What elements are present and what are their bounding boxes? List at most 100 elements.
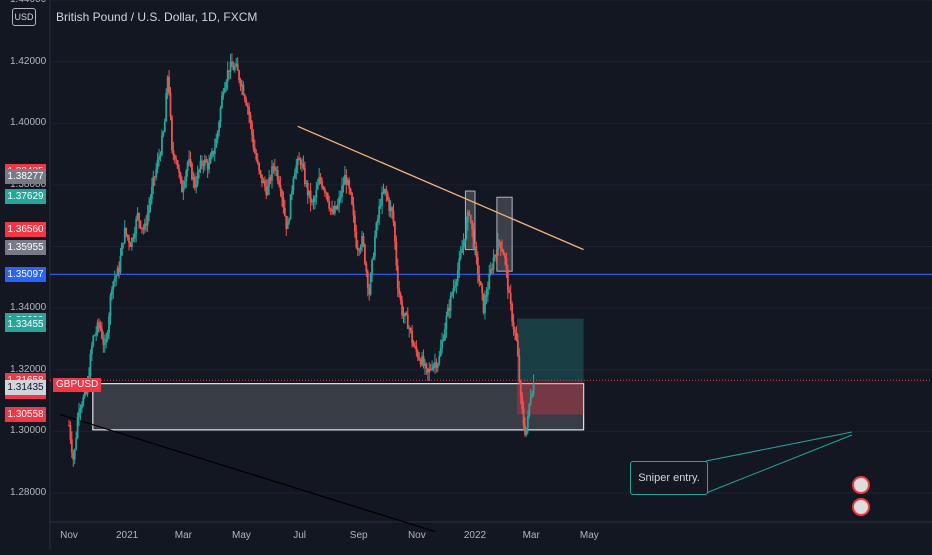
candle-body (436, 364, 439, 368)
candle-body (236, 63, 239, 71)
candle-body (203, 159, 206, 166)
candle-body (311, 200, 313, 203)
candle-body (441, 340, 443, 349)
candle-body (263, 180, 266, 187)
candle-body (298, 158, 301, 161)
callout-pointer-1 (705, 431, 853, 462)
candle-body (243, 94, 246, 100)
candle-body (95, 332, 98, 336)
candle-body (469, 214, 472, 221)
candle-body (326, 193, 329, 202)
candle-body (198, 169, 200, 173)
candle-body (516, 340, 519, 356)
price-label: 1.33455 (5, 317, 46, 333)
candle-body (142, 228, 145, 230)
candle-body (305, 182, 308, 185)
candle-body (391, 207, 393, 212)
candle-body (253, 147, 256, 154)
candle-body (332, 211, 335, 214)
candle-body (245, 99, 248, 106)
candle-body (126, 234, 129, 238)
candle-body (392, 211, 395, 223)
candle-body (202, 163, 205, 166)
candle-body (255, 153, 258, 160)
candle-body (161, 135, 163, 155)
candle-body (414, 346, 416, 348)
candle-body (235, 63, 238, 67)
candle-body (475, 246, 478, 257)
candle-body (512, 321, 515, 330)
candle-body (228, 70, 231, 72)
candle-body (225, 82, 228, 88)
candle-body (130, 237, 133, 248)
candle-body (318, 177, 321, 185)
candle-body (69, 425, 72, 440)
candle-body (494, 254, 496, 258)
candle-body (213, 147, 216, 154)
candle-body (415, 346, 418, 352)
candle-body (296, 158, 299, 166)
candle-body (189, 158, 192, 164)
candle-body (376, 218, 379, 223)
y-tick-label: 1.28000 (10, 487, 47, 499)
candle-body (346, 179, 349, 185)
candle-body (70, 439, 73, 453)
candle-body (146, 213, 149, 226)
lower-trendline (59, 413, 436, 533)
candle-body (323, 188, 326, 193)
candle-body (356, 247, 359, 251)
candle-body (349, 188, 352, 194)
y-tick-label: 1.44000 (10, 0, 46, 5)
candle-body (272, 166, 275, 168)
candle-body (531, 394, 534, 397)
us-flag-icon[interactable] (852, 498, 870, 516)
candle-body (112, 281, 115, 290)
candle-body (412, 342, 415, 347)
candle-body (158, 156, 160, 160)
candle-body (181, 179, 183, 193)
candle-body (156, 159, 159, 169)
candle-body (299, 160, 302, 165)
candle-body (454, 285, 456, 288)
candle-body (80, 405, 83, 409)
candle-body (185, 170, 188, 182)
candle-body (221, 95, 223, 108)
candle-body (82, 396, 85, 406)
candle-body (205, 159, 208, 163)
candle-body (215, 138, 218, 148)
candle-body (302, 163, 305, 168)
candle-body (366, 271, 369, 288)
candle-body (522, 408, 525, 426)
candle-body (179, 172, 182, 180)
candle-body (159, 154, 162, 157)
candle-body (239, 80, 242, 87)
currency-unit-badge[interactable]: USD (12, 8, 36, 26)
candle-body (206, 162, 209, 170)
candle-body (368, 287, 371, 295)
candle-body (269, 177, 272, 181)
candle-body (123, 227, 126, 243)
candle-body (402, 315, 405, 317)
candle-body (488, 273, 491, 289)
candle-body (455, 281, 458, 286)
candle-body (85, 390, 88, 394)
price-label: 1.31435 (5, 379, 46, 395)
candle-body (416, 351, 419, 358)
candle-body (505, 257, 508, 270)
candle-body (232, 66, 235, 71)
candle-body (382, 192, 385, 194)
sniper-entry-callout[interactable]: Sniper entry. (630, 461, 708, 495)
y-tick-label: 1.34000 (10, 302, 47, 314)
candle-body (242, 84, 245, 95)
candle-body (231, 61, 233, 67)
uk-flag-icon[interactable] (852, 476, 870, 494)
candle-body (148, 205, 150, 214)
candle-body (471, 220, 474, 230)
candle-body (345, 175, 348, 185)
candle-body (489, 268, 492, 274)
candle-body (518, 355, 521, 382)
candle-body (491, 268, 494, 270)
position-stop-zone (516, 382, 584, 415)
candle-body (474, 246, 476, 249)
